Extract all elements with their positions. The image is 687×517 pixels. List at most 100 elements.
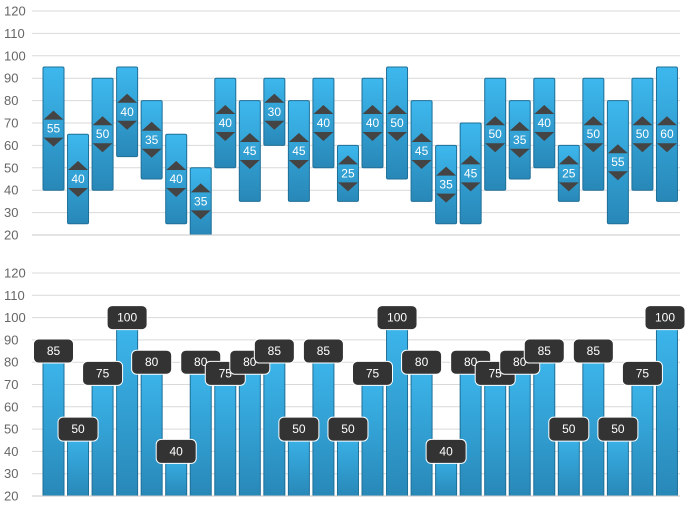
data-label: 80 bbox=[145, 355, 159, 369]
triangle-down-icon bbox=[558, 182, 579, 192]
range-bar-label: 35 bbox=[439, 178, 453, 192]
value-tooltip: 50 bbox=[327, 416, 369, 442]
range-bar-rect bbox=[67, 133, 90, 225]
data-label: 85 bbox=[538, 344, 552, 358]
range-bar[interactable]: 50 bbox=[484, 77, 507, 191]
range-bar-label: 45 bbox=[415, 144, 429, 158]
y-tick-label: 110 bbox=[4, 288, 25, 303]
triangle-up-icon bbox=[534, 105, 555, 114]
range-bar-rect bbox=[508, 100, 531, 180]
y-tick-label: 110 bbox=[4, 26, 25, 41]
bar[interactable] bbox=[410, 361, 433, 497]
range-bar-label: 55 bbox=[611, 155, 625, 169]
range-bar[interactable]: 45 bbox=[287, 100, 310, 202]
range-bar-label: 50 bbox=[96, 127, 110, 141]
range-bar[interactable]: 30 bbox=[263, 77, 286, 146]
value-tooltip: 85 bbox=[523, 338, 565, 364]
range-bar-label: 40 bbox=[219, 116, 233, 130]
range-bar[interactable]: 45 bbox=[459, 122, 482, 225]
range-bar[interactable]: 45 bbox=[238, 100, 261, 202]
range-bar-rect bbox=[484, 77, 507, 191]
range-bar[interactable]: 35 bbox=[508, 100, 531, 180]
triangle-up-icon bbox=[632, 116, 653, 126]
value-tooltip: 40 bbox=[155, 438, 197, 464]
triangle-up-icon bbox=[166, 161, 187, 170]
range-bar[interactable]: 55 bbox=[42, 66, 65, 191]
value-tooltip: 85 bbox=[253, 338, 295, 364]
range-bar-rect bbox=[312, 77, 335, 169]
column-chart: 20 30 40 50 60 70 80 90 100 110 120 85 50 75 100 80 40 80… bbox=[4, 266, 686, 504]
range-bar[interactable]: 35 bbox=[435, 144, 458, 225]
range-bar-rect bbox=[582, 77, 605, 191]
range-bar[interactable]: 25 bbox=[557, 144, 580, 202]
value-tooltip: 40 bbox=[425, 438, 467, 464]
data-label: 75 bbox=[219, 366, 233, 380]
value-tooltip: 50 bbox=[597, 416, 639, 442]
range-bar-label: 40 bbox=[366, 116, 380, 130]
range-bar[interactable]: 40 bbox=[312, 77, 335, 169]
range-bar[interactable]: 25 bbox=[336, 144, 359, 202]
range-bar[interactable]: 35 bbox=[189, 167, 212, 236]
bar[interactable] bbox=[214, 372, 237, 497]
tooltip-box bbox=[572, 338, 614, 364]
range-bar[interactable]: 50 bbox=[582, 77, 605, 191]
range-bar[interactable]: 45 bbox=[410, 100, 433, 202]
data-label: 40 bbox=[439, 444, 453, 458]
y-tick-label: 80 bbox=[4, 355, 18, 370]
y-tick-label: 70 bbox=[4, 377, 18, 392]
triangle-down-icon bbox=[583, 143, 604, 153]
triangle-up-icon bbox=[215, 105, 236, 114]
range-bar-rect bbox=[435, 144, 458, 225]
triangle-up-icon bbox=[190, 183, 211, 193]
range-bar-rect bbox=[287, 100, 310, 202]
bar[interactable] bbox=[655, 317, 678, 497]
triangle-down-icon bbox=[534, 132, 555, 141]
range-bar[interactable]: 60 bbox=[655, 66, 678, 202]
y-tick-label: 20 bbox=[4, 489, 18, 504]
range-bar[interactable]: 35 bbox=[140, 100, 163, 180]
range-bar[interactable]: 50 bbox=[91, 77, 114, 191]
triangle-up-icon bbox=[607, 144, 628, 154]
triangle-down-icon bbox=[436, 193, 457, 203]
range-bar-label: 45 bbox=[243, 144, 257, 158]
value-tooltip: 75 bbox=[82, 360, 124, 386]
bar[interactable] bbox=[116, 317, 139, 497]
triangle-down-icon bbox=[264, 120, 285, 130]
range-bar[interactable]: 55 bbox=[606, 100, 629, 225]
range-bar[interactable]: 40 bbox=[361, 77, 384, 169]
bar[interactable] bbox=[140, 361, 163, 497]
triangle-down-icon bbox=[141, 148, 162, 158]
range-bar-rect bbox=[165, 133, 188, 225]
data-label: 50 bbox=[341, 422, 355, 436]
bar[interactable] bbox=[484, 372, 507, 497]
data-label: 40 bbox=[170, 444, 184, 458]
value-tooltip: 100 bbox=[106, 305, 148, 331]
range-bar[interactable]: 40 bbox=[214, 77, 237, 169]
range-bar[interactable]: 40 bbox=[533, 77, 556, 169]
triangle-up-icon bbox=[43, 110, 64, 120]
y-tick-label: 60 bbox=[4, 399, 18, 414]
triangle-down-icon bbox=[215, 132, 236, 141]
range-bar[interactable]: 40 bbox=[165, 133, 188, 225]
tooltip-box bbox=[278, 416, 320, 442]
tooltip-box bbox=[131, 349, 173, 375]
tooltip-box bbox=[621, 360, 663, 386]
range-bar[interactable]: 40 bbox=[116, 66, 139, 158]
range-bar-label: 45 bbox=[292, 144, 306, 158]
range-bar[interactable]: 40 bbox=[67, 133, 90, 225]
data-label: 50 bbox=[292, 422, 306, 436]
triangle-up-icon bbox=[411, 133, 432, 142]
data-label: 85 bbox=[587, 344, 601, 358]
range-bar[interactable]: 50 bbox=[386, 66, 409, 180]
tooltip-box bbox=[376, 305, 418, 331]
range-bar-rect bbox=[140, 100, 163, 180]
tooltip-box bbox=[106, 305, 148, 331]
data-label: 80 bbox=[513, 355, 527, 369]
range-bar[interactable]: 50 bbox=[631, 77, 654, 191]
value-tooltip: 75 bbox=[621, 360, 663, 386]
data-label: 100 bbox=[387, 311, 407, 325]
bar[interactable] bbox=[386, 317, 409, 497]
range-bar-label: 60 bbox=[660, 127, 674, 141]
triangle-up-icon bbox=[558, 155, 579, 165]
tooltip-box bbox=[33, 338, 74, 364]
